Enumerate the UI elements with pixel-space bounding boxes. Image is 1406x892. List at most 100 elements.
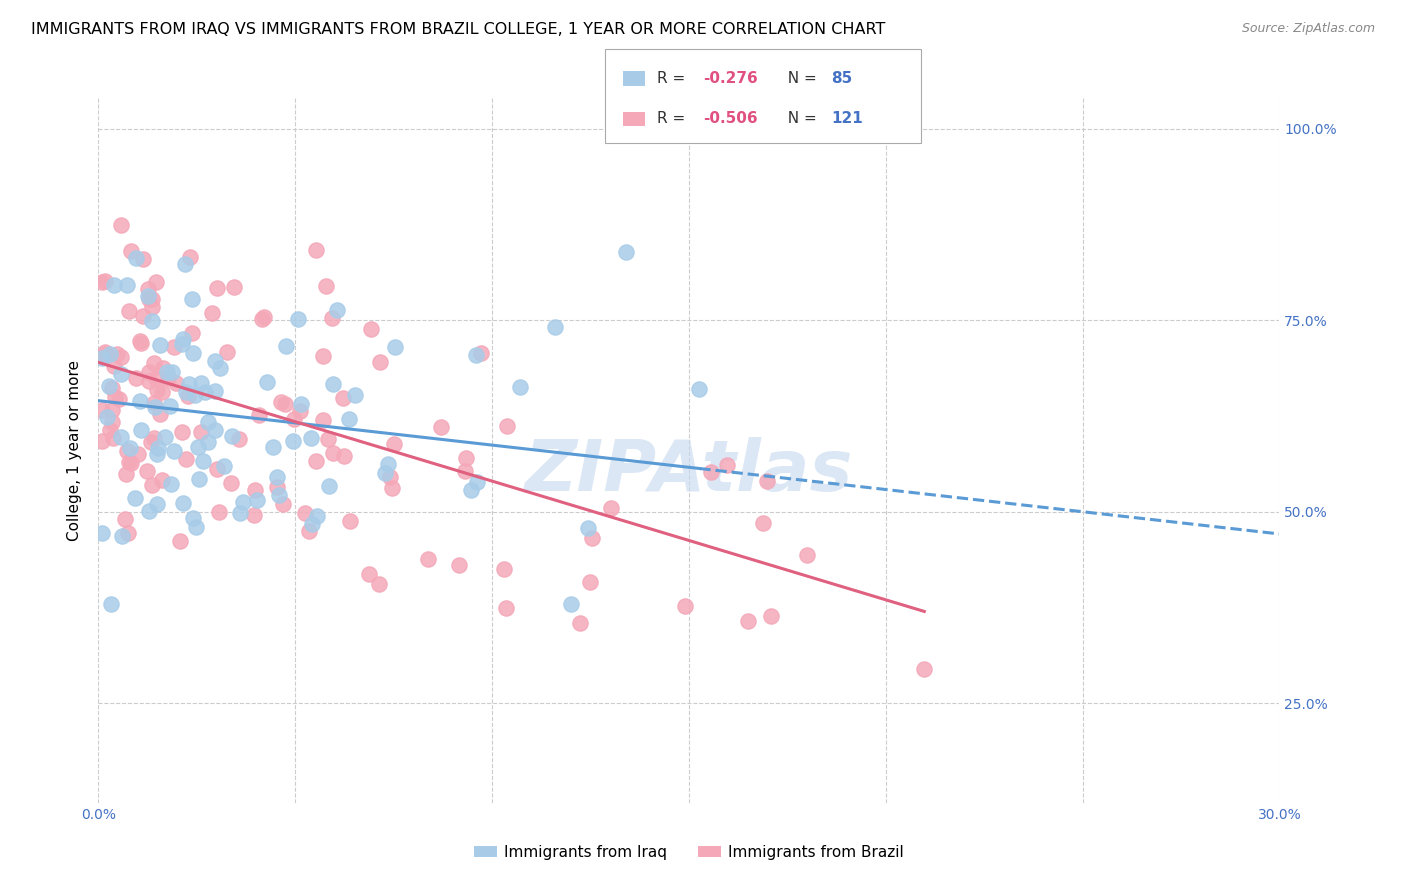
Point — [177, 389, 200, 403]
Point — [145, 447, 167, 461]
Point — [332, 449, 354, 463]
Point — [163, 444, 186, 458]
Point — [169, 534, 191, 549]
Point — [149, 407, 172, 421]
Point — [204, 384, 226, 398]
Point — [751, 516, 773, 530]
Point — [207, 462, 229, 476]
Point — [138, 282, 160, 296]
Point — [456, 451, 478, 466]
Point — [138, 365, 160, 379]
Point — [98, 379, 121, 393]
Point — [270, 395, 292, 409]
Point — [298, 524, 321, 538]
Point — [91, 402, 114, 417]
Point — [243, 483, 266, 497]
Point — [132, 309, 155, 323]
Point — [143, 400, 166, 414]
Point — [495, 600, 517, 615]
Point — [150, 473, 173, 487]
Point — [141, 301, 163, 315]
Point — [172, 496, 194, 510]
Point — [91, 351, 114, 365]
Point — [142, 396, 165, 410]
Point — [318, 479, 340, 493]
Text: R =: R = — [657, 71, 690, 86]
Point — [145, 371, 167, 385]
Point — [136, 289, 159, 303]
Point — [181, 326, 204, 340]
Text: N =: N = — [778, 71, 821, 86]
Point — [274, 339, 297, 353]
Point — [305, 454, 328, 468]
Point — [229, 506, 252, 520]
Point — [700, 465, 723, 479]
Point — [247, 408, 270, 422]
Point — [271, 498, 294, 512]
Point — [117, 443, 139, 458]
Point — [127, 447, 149, 461]
Point — [157, 371, 180, 385]
Point — [243, 508, 266, 523]
Point — [316, 432, 339, 446]
Point — [343, 388, 366, 402]
Text: R =: R = — [657, 112, 690, 126]
Point — [94, 347, 117, 361]
Point — [129, 423, 152, 437]
Point — [96, 409, 118, 424]
Point — [129, 334, 152, 349]
Point — [796, 548, 818, 562]
Point — [209, 361, 232, 376]
Point — [187, 441, 209, 455]
Point — [299, 432, 322, 446]
Point — [179, 376, 201, 391]
Point — [138, 293, 160, 307]
Legend: Immigrants from Iraq, Immigrants from Brazil: Immigrants from Iraq, Immigrants from Br… — [468, 838, 910, 865]
Point — [322, 446, 344, 460]
Point — [465, 475, 488, 490]
Point — [470, 346, 492, 360]
Point — [100, 415, 122, 429]
Point — [579, 574, 602, 589]
Point — [368, 355, 391, 369]
Point — [172, 337, 194, 351]
Point — [173, 257, 195, 271]
Point — [172, 332, 194, 346]
Point — [179, 250, 201, 264]
Point — [305, 508, 328, 523]
Text: N =: N = — [778, 112, 821, 126]
Point — [110, 368, 132, 382]
Point — [197, 434, 219, 449]
Point — [172, 425, 194, 440]
Point — [156, 365, 179, 379]
Point — [129, 336, 152, 351]
Point — [160, 477, 183, 491]
Point — [378, 470, 401, 484]
Point — [141, 292, 163, 306]
Point — [600, 501, 623, 516]
Point — [418, 552, 440, 566]
Text: -0.506: -0.506 — [703, 112, 758, 126]
Point — [232, 494, 254, 508]
Point — [184, 388, 207, 402]
Point — [221, 429, 243, 443]
Point — [447, 558, 470, 573]
Point — [194, 384, 217, 399]
Point — [301, 516, 323, 531]
Point — [266, 470, 288, 484]
Point — [673, 599, 696, 614]
Point — [100, 597, 122, 611]
Point — [138, 374, 160, 388]
Point — [98, 347, 121, 361]
Point — [181, 292, 204, 306]
Point — [108, 392, 131, 406]
Point — [357, 566, 380, 581]
Point — [118, 441, 141, 455]
Point — [110, 218, 132, 232]
Point — [190, 425, 212, 439]
Point — [492, 562, 515, 576]
Point — [368, 577, 391, 591]
Point — [576, 521, 599, 535]
Point — [118, 454, 141, 468]
Point — [290, 404, 312, 418]
